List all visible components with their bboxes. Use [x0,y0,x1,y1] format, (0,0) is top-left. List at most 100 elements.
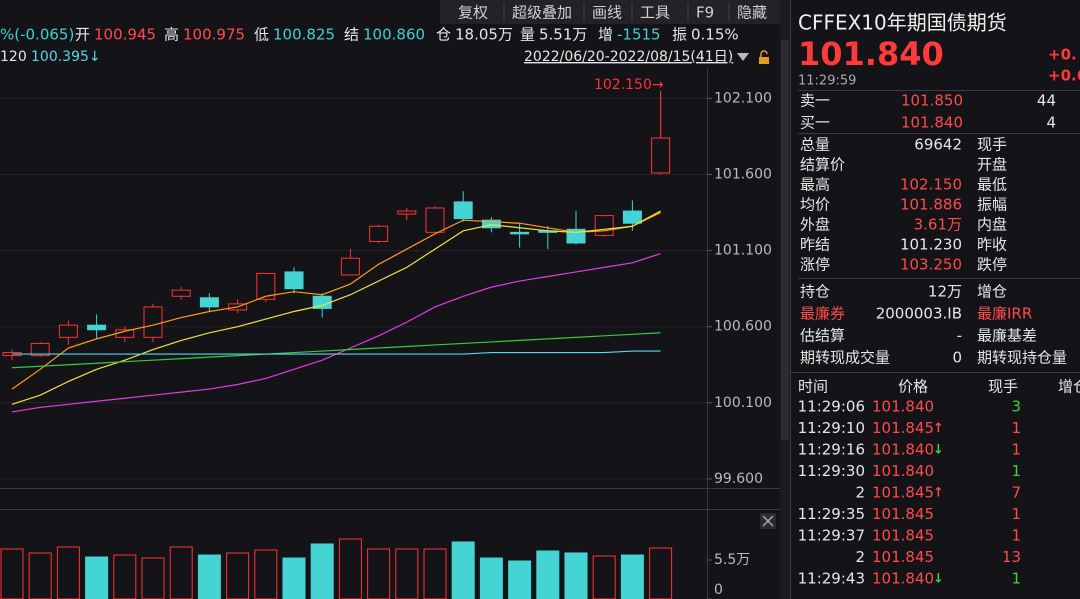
stat-label: 估结算 [800,327,845,345]
volume-bar [85,556,109,599]
stat-label: 外盘 [800,216,830,234]
trades-header: 现手 [988,378,1018,396]
lock-icon[interactable] [759,50,769,64]
change: +0. [1048,46,1077,64]
toolbar-button[interactable]: 超级叠加 [512,4,572,22]
stat-value: 103.250 [900,256,962,274]
toolbar-button[interactable]: 隐藏 [737,4,767,22]
trade-volume: 1 [1011,527,1021,545]
stat-label: 最低 [977,176,1007,194]
candle-body [30,342,50,357]
stat-label: 最高 [800,176,830,194]
volume-bar [113,554,137,599]
candle-body [397,210,417,215]
book-label: 卖一 [800,92,830,110]
candle-body [594,215,614,236]
trade-time: 11:29:06 [798,398,865,416]
candle-body [453,201,473,220]
stat-value: 5.51万 [539,26,587,44]
candle-body [510,231,530,235]
trade-volume: 1 [1011,505,1021,523]
candle-body [622,210,642,224]
trade-price: 101.845 [872,419,934,437]
change-text: %(-0.065) [0,26,74,44]
stat-value: -1515 [617,26,661,44]
toolbar-button[interactable]: 工具 [640,4,670,22]
volume-bar [536,550,560,599]
toolbar-bg [440,0,780,24]
stat-value: - [957,327,962,345]
volume-bar [564,552,588,599]
trade-volume: 13 [1002,548,1021,566]
trades-header: 价格 [898,378,928,396]
trade-price: 101.845 [872,484,934,502]
trade-time: 11:29:35 [798,505,865,523]
volume-bar [169,546,193,599]
change-pct: +0.6 [1048,67,1080,85]
trade-time: 2 [855,484,865,502]
date-range[interactable]: 2022/06/20-2022/08/15(41日) [524,49,733,65]
stat-label: 增 [598,26,613,44]
candle-body [143,306,163,338]
stat-label: 结 [344,26,359,44]
candle-body [87,324,107,331]
trade-time: 11:29:10 [798,419,865,437]
stat-label: 涨停 [800,256,830,274]
volume-bar [282,557,306,599]
stat-label: 跌停 [977,256,1007,274]
trade-volume: 3 [1011,398,1021,416]
volume-bar [0,548,24,599]
stat-value: 18.05万 [455,26,513,44]
stat-label: 总量 [800,136,830,154]
trade-time: 11:29:43 [798,570,865,588]
y-tick-label: 0 [714,582,723,598]
candle-body [58,324,78,338]
stat-value: 100.825 [273,26,335,44]
stat-label: 期转现成交量 [800,349,890,367]
stat-label: 仓 [436,26,451,44]
stat-label: 振幅 [977,196,1007,214]
ma-line [11,210,661,405]
trade-time: 2 [855,548,865,566]
stat-label: 开盘 [977,156,1007,174]
volume-bar [141,557,165,599]
book-price: 101.840 [901,114,963,132]
trade-arrow: ↑ [933,421,944,436]
book-price: 101.850 [901,92,963,110]
stat-value: 0.15% [691,26,739,44]
candle-body [425,207,445,233]
stat-label: 持仓 [800,283,830,301]
trade-price: 101.840 [872,398,934,416]
stat-label: 最廉券 [800,305,845,323]
trade-price: 101.840 [872,441,934,459]
y-tick-label: 99.600 [714,471,763,487]
toolbar-button[interactable]: 复权 [458,4,488,22]
candle-body [199,297,219,308]
close-button[interactable] [760,513,776,529]
toolbar-button[interactable]: 画线 [592,4,622,22]
candle-body [256,272,276,300]
dropdown-arrow[interactable] [737,53,749,61]
y-tick-label: 100.100 [714,395,772,411]
volume-bar [451,541,475,599]
trade-volume: 1 [1011,441,1021,459]
book-volume: 4 [1046,114,1056,132]
trades-header: 增仓 [1058,378,1080,396]
trade-time: 11:29:30 [798,462,865,480]
stat-label: 结算价 [800,156,845,174]
scrollbar-thumb[interactable] [781,40,789,440]
stat-label: 昨结 [800,236,830,254]
ma-line [11,253,661,413]
trade-price: 101.845 [872,527,934,545]
volume-bar [395,548,419,599]
book-volume: 44 [1037,92,1056,110]
y-tick-label: 101.100 [714,243,772,259]
ma-line [11,212,661,390]
toolbar-button[interactable]: F9 [696,4,714,22]
trade-price: 101.840 [872,570,934,588]
stat-label: 量 [520,26,535,44]
trade-time: 11:29:16 [798,441,865,459]
ma-line [11,332,661,369]
volume-bar [56,546,80,599]
